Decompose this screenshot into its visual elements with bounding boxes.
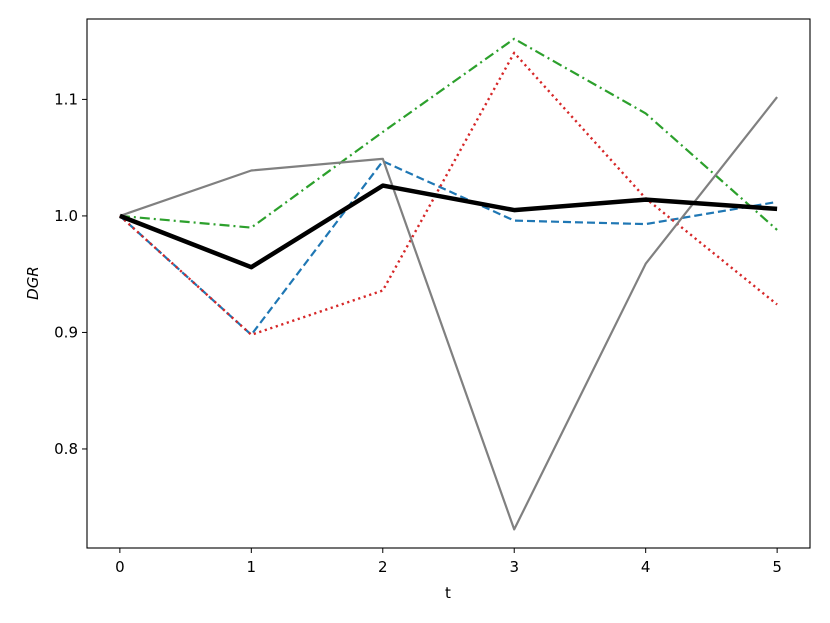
y-tick-label: 1.1	[54, 90, 78, 108]
series-line-2	[119, 37, 778, 231]
x-axis-label: t	[445, 584, 451, 602]
series-line-3	[119, 51, 778, 336]
series-line-5	[119, 183, 778, 270]
series-line-4	[119, 96, 778, 531]
x-tick-label: 4	[641, 558, 651, 576]
x-tick-label: 2	[378, 558, 388, 576]
y-axis-ticks: 0.8 0.9 1.0 1.1	[54, 90, 87, 458]
series-layer	[119, 37, 778, 531]
plot-area-frame	[86, 18, 811, 549]
y-axis-label: DGR	[24, 266, 42, 300]
x-tick-label: 1	[247, 558, 257, 576]
x-tick-label: 5	[772, 558, 782, 576]
y-tick-label: 1.0	[54, 207, 78, 225]
y-tick-label: 0.9	[54, 323, 78, 341]
x-axis-ticks: 0 1 2 3 4 5	[115, 548, 782, 576]
x-tick-label: 3	[509, 558, 519, 576]
y-tick-label: 0.8	[54, 440, 78, 458]
series-line-1	[119, 160, 778, 336]
x-tick-label: 0	[115, 558, 125, 576]
